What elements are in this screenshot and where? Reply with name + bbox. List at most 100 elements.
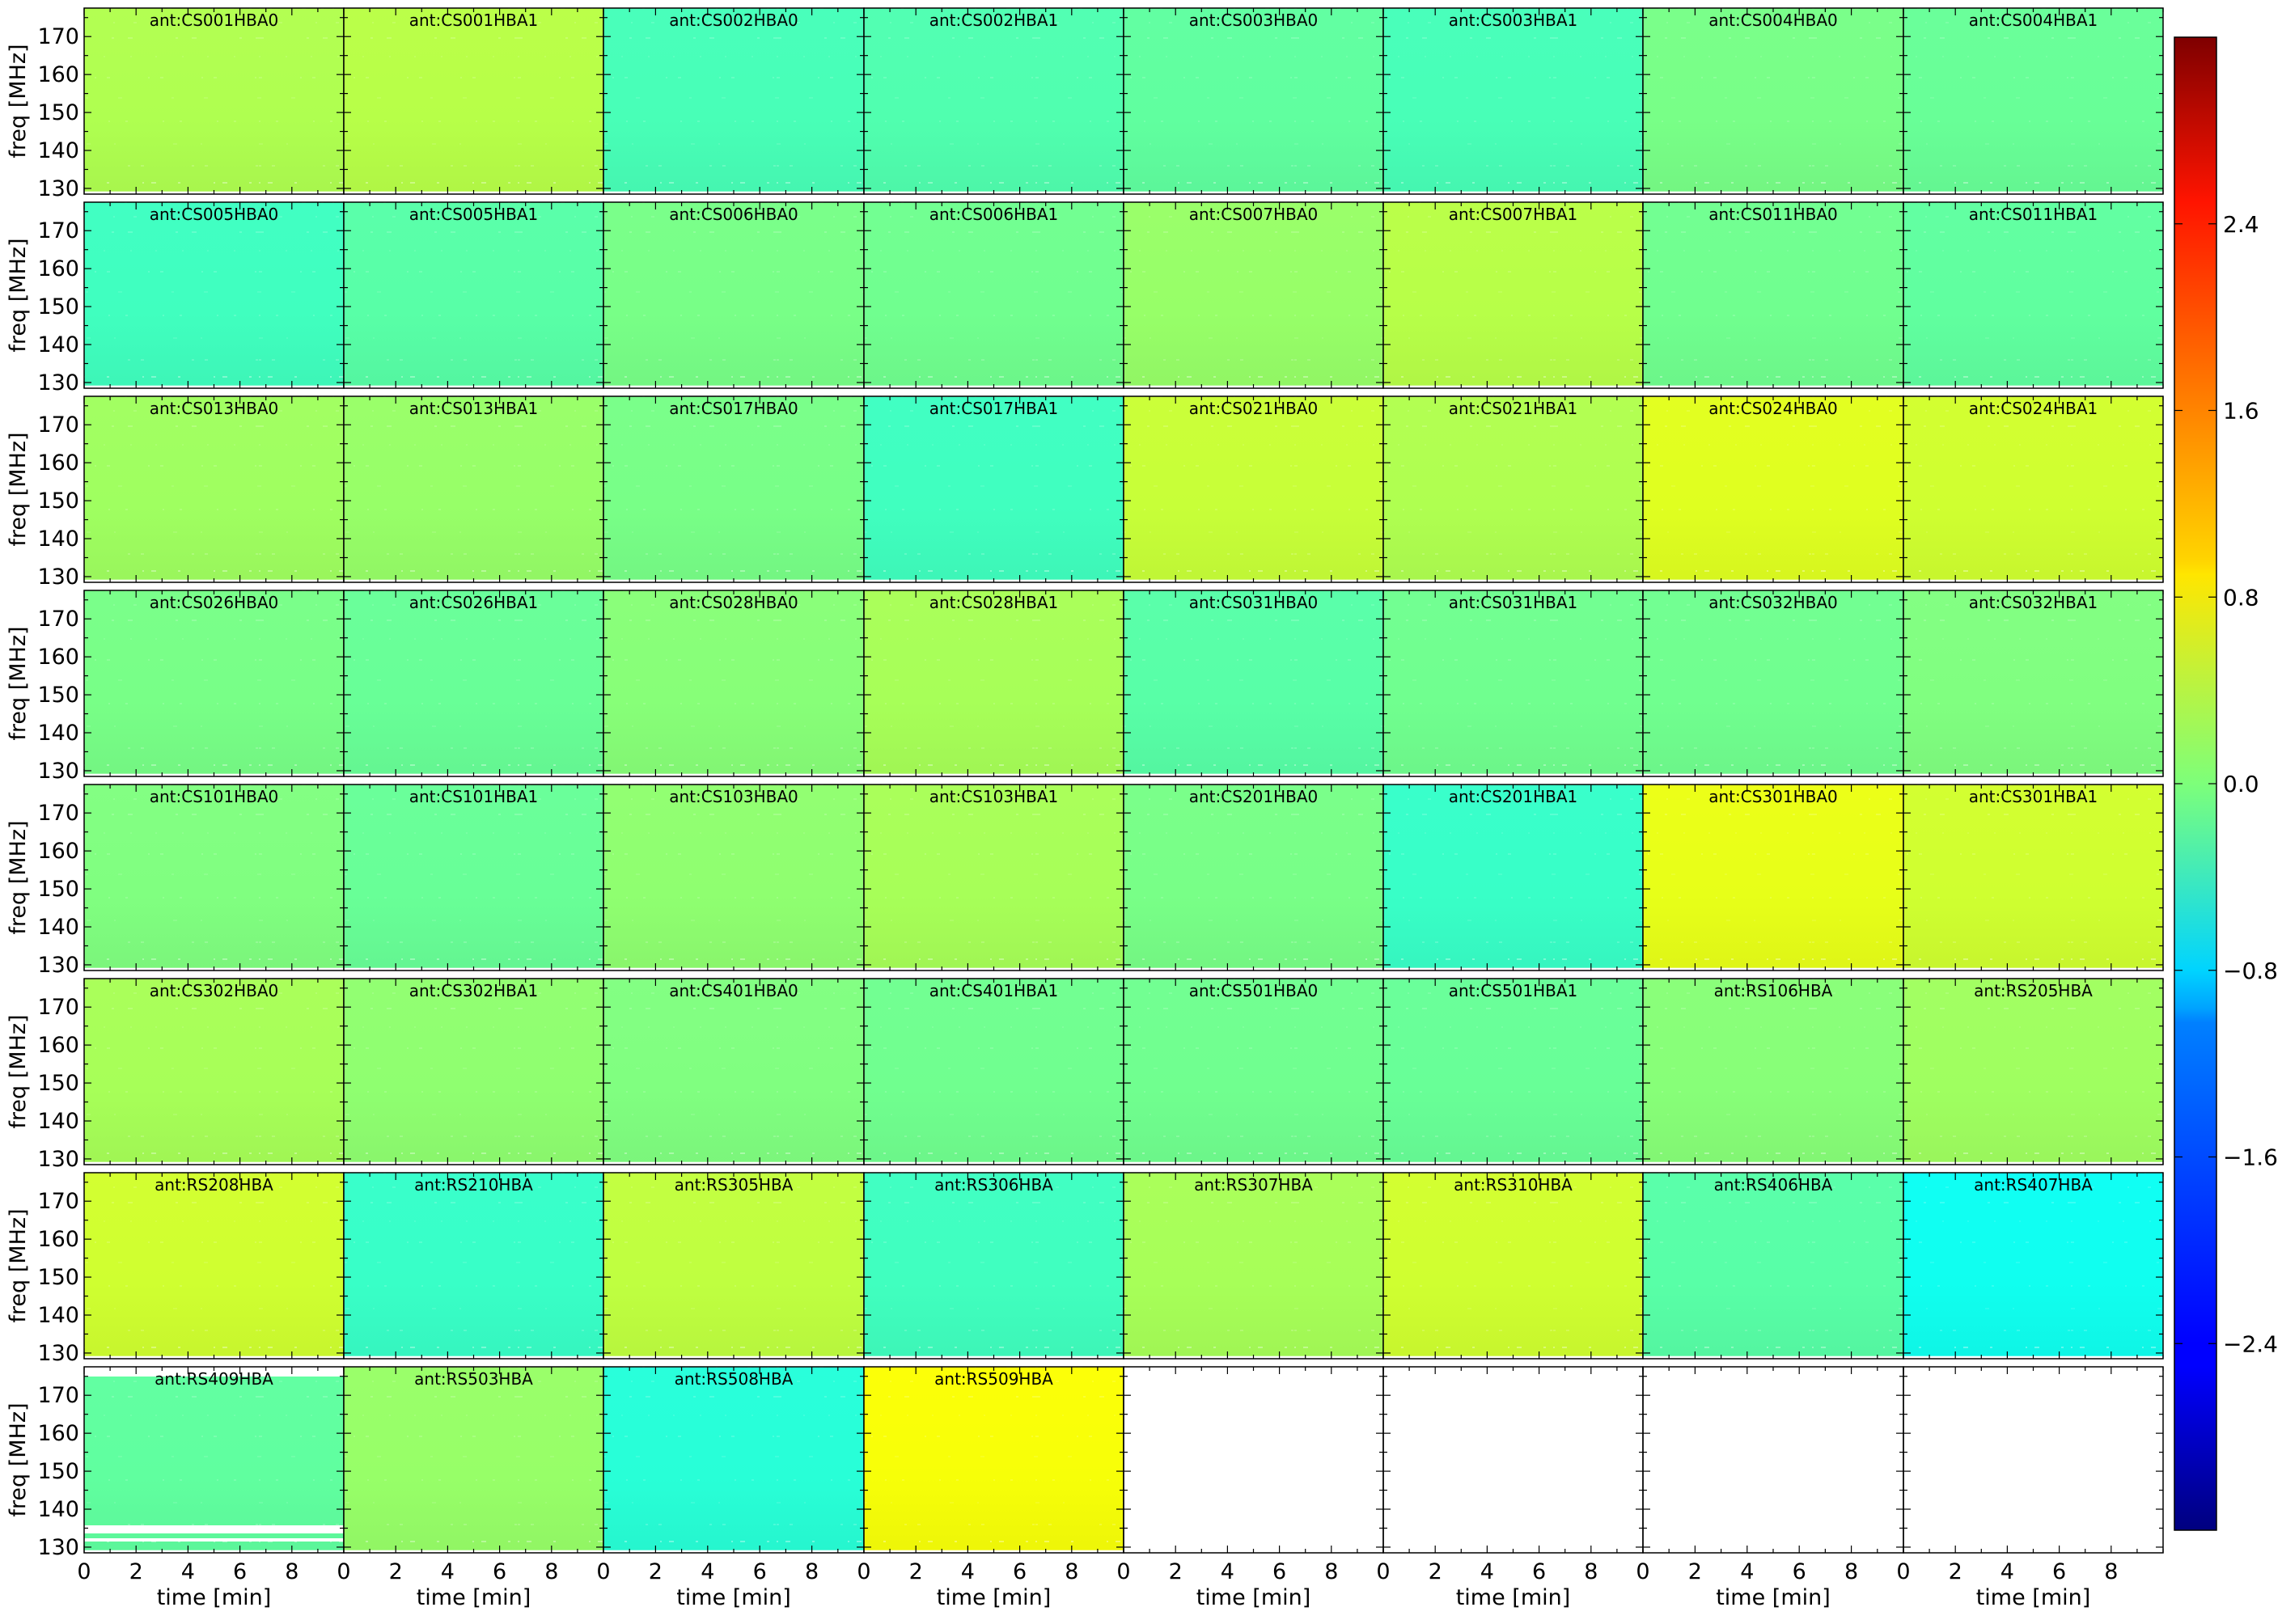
x-tick-label: 6 [1013, 1559, 1027, 1584]
x-tick-label: 8 [1324, 1559, 1338, 1584]
panel-title: ant:CS007HBA1 [1449, 205, 1578, 224]
y-axis-label: freq [MHz] [6, 238, 31, 352]
spectrogram-panel: ant:CS103HBA0 [603, 784, 865, 971]
y-tick-label: 150 [37, 877, 79, 902]
flagged-data-overlay [1124, 979, 1383, 1165]
panel-title: ant:CS004HBA0 [1708, 11, 1838, 30]
y-tick-label: 140 [37, 138, 79, 163]
axes-frame [1123, 1366, 1384, 1554]
flagged-data-overlay [1643, 396, 1903, 582]
spectrogram-panel: ant:RS406HBA [1642, 1172, 1904, 1360]
x-tick-label: 0 [857, 1559, 870, 1584]
flagged-data-overlay [1383, 8, 1643, 194]
x-axis-label: time [min] [1716, 1585, 1831, 1610]
flagged-data-overlay [864, 590, 1124, 776]
spectrogram-panel: ant:CS021HBA1 [1382, 395, 1644, 583]
flagged-data-overlay [603, 979, 864, 1165]
x-tick-label: 6 [753, 1559, 767, 1584]
flagged-data-overlay [1124, 785, 1383, 971]
spectrogram-panel: 0 2 4 6 8 time [min] [1116, 1366, 1384, 1610]
x-tick-label: 2 [389, 1559, 403, 1584]
spectrogram-panel: ant:CS017HBA1 [863, 395, 1124, 583]
y-tick-label: 160 [37, 62, 79, 87]
spectrogram-panel: ant:CS026HBA1 [343, 590, 604, 777]
panel-title: ant:CS006HBA0 [669, 205, 798, 224]
flagged-data-overlay [84, 396, 344, 582]
spectrogram-panel: ant:CS201HBA1 [1382, 784, 1644, 971]
panel-title: ant:RS407HBA [1974, 1175, 2093, 1195]
flagged-data-overlay [1903, 396, 2163, 582]
spectrogram-panel: 0 2 4 6 8 time [min] [1636, 1366, 1904, 1610]
flagged-data-overlay [1124, 202, 1383, 388]
x-tick-label: 6 [1532, 1559, 1546, 1584]
flagged-data-overlay [344, 1173, 603, 1359]
x-tick-label: 4 [441, 1559, 455, 1584]
x-axis-label: time [min] [937, 1585, 1052, 1610]
y-tick-label: 150 [37, 683, 79, 708]
flagged-data-overlay [603, 396, 864, 582]
panel-title: ant:CS007HBA0 [1189, 205, 1319, 224]
spectrogram-panel: ant:CS002HBA1 [863, 7, 1124, 195]
spectrogram-panel: ant:CS401HBA1 [863, 978, 1124, 1165]
x-tick-label: 6 [233, 1559, 247, 1584]
flagged-data-overlay [603, 1173, 864, 1359]
y-tick-label: 170 [37, 801, 79, 826]
panel-title: ant:CS302HBA1 [409, 981, 539, 1000]
spectrogram-panel: ant:CS024HBA0 [1642, 395, 1904, 583]
flagged-data-overlay [1903, 590, 2163, 776]
flagged-data-overlay [1124, 590, 1383, 776]
panel-title: ant:CS004HBA1 [1969, 11, 2098, 30]
flagged-data-overlay [864, 1367, 1124, 1553]
x-tick-label: 8 [2104, 1559, 2118, 1584]
panel-title: ant:CS001HBA1 [409, 11, 539, 30]
spectrogram-panel: ant:CS006HBA0 [603, 201, 865, 389]
x-axis-label: time [min] [417, 1585, 531, 1610]
flagged-data-overlay [1124, 1173, 1383, 1359]
y-tick-label: 170 [37, 24, 79, 49]
y-tick-label: 170 [37, 995, 79, 1020]
y-tick-label: 160 [37, 1421, 79, 1446]
colorbar-tick-label: −1.6 [2223, 1144, 2278, 1171]
spectrogram-panel: ant:CS011HBA1 [1903, 201, 2164, 389]
spectrogram-panel: ant:CS004HBA1 [1903, 7, 2164, 195]
x-tick-label: 2 [129, 1559, 143, 1584]
panel-title: ant:RS106HBA [1714, 981, 1833, 1000]
spectrogram-panel: ant:CS301HBA1 [1903, 784, 2164, 971]
flagged-data-overlay [1903, 785, 2163, 971]
x-tick-label: 6 [493, 1559, 506, 1584]
panel-title: ant:CS201HBA0 [1189, 787, 1319, 806]
flagged-data-overlay [84, 590, 344, 776]
panel-title: ant:RS208HBA [155, 1175, 273, 1195]
panel-title: ant:CS101HBA1 [409, 787, 539, 806]
spectrogram-panel: ant:RS407HBA [1903, 1172, 2164, 1360]
panel-title: ant:CS013HBA0 [150, 399, 279, 418]
y-axis-label: freq [MHz] [6, 44, 31, 158]
flagged-data-overlay [344, 8, 603, 194]
x-tick-label: 2 [1169, 1559, 1183, 1584]
panel-title: ant:RS305HBA [675, 1175, 794, 1195]
panel-title: ant:CS031HBA0 [1189, 593, 1319, 612]
flagged-data-overlay [84, 1173, 344, 1359]
y-tick-label: 130 [37, 1341, 79, 1366]
x-tick-label: 2 [909, 1559, 923, 1584]
panel-title: ant:CS302HBA0 [150, 981, 279, 1000]
spectrogram-panel: ant:CS002HBA0 [603, 7, 865, 195]
x-tick-label: 8 [1065, 1559, 1078, 1584]
y-tick-label: 130 [37, 370, 79, 395]
flagged-data-overlay [1903, 8, 2163, 194]
flagged-data-overlay [1643, 8, 1903, 194]
y-axis-label: freq [MHz] [6, 432, 31, 546]
panel-title: ant:CS017HBA0 [669, 399, 798, 418]
x-tick-label: 2 [1429, 1559, 1442, 1584]
flagged-data-overlay [864, 979, 1124, 1165]
flagged-data-overlay [603, 590, 864, 776]
spectrogram-panel: ant:CS003HBA1 [1382, 7, 1644, 195]
flagged-data-overlay [344, 1367, 603, 1553]
flagged-data-overlay [1124, 396, 1383, 582]
x-tick-label: 4 [961, 1559, 975, 1584]
x-tick-label: 6 [1793, 1559, 1806, 1584]
